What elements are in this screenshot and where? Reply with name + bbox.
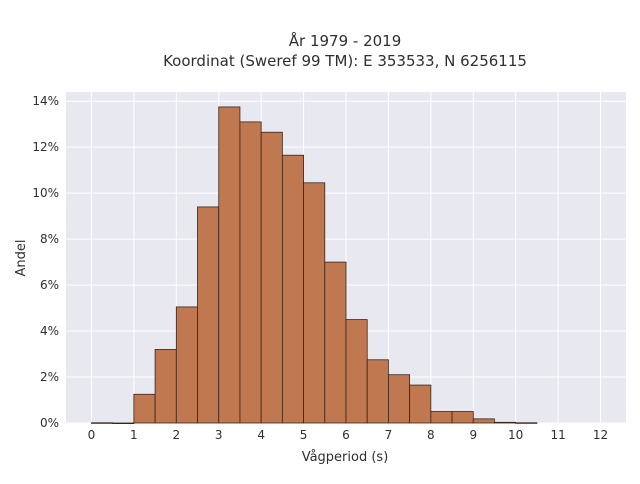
histogram-bar [388, 374, 411, 424]
x-tick-label: 10 [508, 428, 523, 442]
histogram-bar [366, 359, 389, 424]
y-tick-label: 8% [40, 232, 59, 246]
histogram-bar [515, 422, 538, 424]
histogram-bar [260, 131, 283, 424]
x-tick-label: 12 [593, 428, 608, 442]
histogram-bar [430, 411, 453, 424]
y-tick-label: 12% [32, 140, 59, 154]
histogram-bar [133, 393, 156, 424]
x-tick-label: 2 [172, 428, 180, 442]
histogram-bar [154, 349, 177, 424]
y-tick-label: 0% [40, 416, 59, 430]
histogram-bar [472, 418, 495, 424]
y-tick-label: 2% [40, 370, 59, 384]
histogram-bar [175, 306, 198, 424]
histogram-bar [91, 422, 114, 424]
chart-title-line-1: År 1979 - 2019 [289, 31, 402, 50]
x-axis-label: Vågperiod (s) [302, 450, 389, 465]
y-tick-label: 14% [32, 94, 59, 108]
x-tick-label: 0 [88, 428, 96, 442]
y-axis-label: Andel [14, 240, 29, 277]
x-tick-label: 6 [342, 428, 350, 442]
y-tick-label: 4% [40, 324, 59, 338]
x-tick-label: 4 [257, 428, 265, 442]
histogram-bar [197, 206, 220, 424]
histogram-bar [112, 422, 135, 425]
bars [91, 106, 538, 425]
histogram-bar [239, 121, 262, 424]
x-tick-label: 7 [385, 428, 393, 442]
histogram-bar [451, 411, 474, 424]
x-tick-label: 11 [550, 428, 565, 442]
x-tick-label: 5 [300, 428, 308, 442]
histogram-bar [303, 182, 326, 424]
x-tick-label: 3 [215, 428, 223, 442]
y-tick-labels: 0% 2% 4% 6% 8% 10% 12% 14% [32, 94, 59, 430]
x-tick-labels: 0 1 2 3 4 5 6 7 8 9 10 11 12 [88, 428, 609, 442]
x-tick-label: 1 [130, 428, 138, 442]
histogram-bar [218, 106, 241, 424]
y-tick-label: 10% [32, 186, 59, 200]
y-tick-label: 6% [40, 278, 59, 292]
histogram-bar [281, 154, 304, 424]
x-tick-label: 8 [427, 428, 435, 442]
chart-title-line-2: Koordinat (Sweref 99 TM): E 353533, N 62… [163, 52, 527, 70]
x-tick-label: 9 [469, 428, 477, 442]
histogram-bar [494, 421, 517, 424]
histogram-bar [324, 261, 347, 424]
histogram-bar [345, 319, 368, 424]
histogram-bar [409, 384, 432, 424]
